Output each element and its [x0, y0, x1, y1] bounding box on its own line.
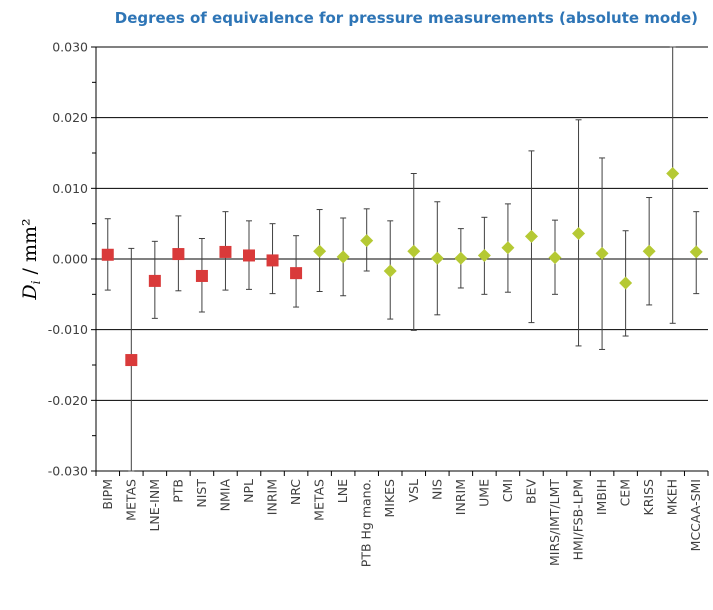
y-axis-label: Di / mm² — [19, 218, 43, 300]
x-tick-label: MCCAA-SMI — [688, 479, 703, 551]
x-tick-label: HMI/FSB-LPM — [571, 479, 586, 560]
data-point-square — [101, 248, 114, 261]
data-point-square — [172, 248, 185, 261]
data-point-diamond — [383, 264, 397, 278]
chart-title: Degrees of equivalence for pressure meas… — [115, 9, 698, 27]
x-tick-label: CMI — [500, 479, 515, 502]
y-tick-label: 0.020 — [52, 110, 88, 125]
data-point-diamond — [595, 246, 609, 260]
x-tick-label: NPL — [241, 479, 256, 503]
x-tick-label: NIS — [429, 479, 444, 500]
data-point-diamond — [572, 227, 586, 241]
y-tick-label: 0.030 — [52, 40, 88, 55]
x-tick-label: NRC — [288, 479, 303, 505]
x-tick-label: IMBIH — [594, 479, 609, 515]
data-point-square — [125, 354, 138, 367]
y-tick-label: -0.020 — [48, 393, 88, 408]
x-tick-label: MIRS/IMT/LMT — [547, 479, 562, 566]
data-point-square — [290, 267, 303, 280]
data-point-diamond — [524, 229, 538, 243]
x-tick-label: LNE — [335, 479, 350, 503]
y-tick-label: -0.030 — [48, 464, 88, 479]
data-point-diamond — [548, 251, 562, 265]
data-point-diamond — [430, 251, 444, 265]
x-tick-label: NMIA — [217, 479, 232, 512]
data-point-square — [266, 254, 279, 267]
data-point-diamond — [619, 276, 633, 290]
data-point-diamond — [501, 241, 515, 255]
data-point-diamond — [689, 245, 703, 259]
x-tick-label: BIPM — [100, 479, 115, 510]
x-tick-label: PTB — [170, 479, 185, 503]
data-point-diamond — [313, 244, 327, 258]
x-tick-label: METAS — [123, 479, 138, 521]
data-point-square — [243, 249, 255, 262]
x-tick-label: LNE-INM — [147, 479, 162, 532]
x-tick-label: BEV — [523, 479, 538, 504]
grid — [96, 46, 708, 472]
x-tick-label: MKEH — [665, 479, 680, 515]
x-tick-label: KRISS — [641, 479, 656, 516]
x-tick-label: INRIM — [265, 479, 280, 515]
data-point-diamond — [336, 250, 350, 264]
data-point-square — [195, 269, 208, 282]
y-tick-label: -0.010 — [48, 322, 88, 337]
data-point-square — [148, 274, 161, 287]
y-tick-label: 0.000 — [52, 252, 88, 267]
x-tick-label: NIST — [194, 479, 209, 508]
x-tick-label: INRIM — [453, 479, 468, 515]
x-tick-label: METAS — [312, 479, 327, 521]
data-points — [101, 166, 703, 367]
y-tick-labels: 0.030 0.020 0.010 0.000 -0.010 -0.020 -0.030 — [48, 40, 88, 479]
data-point-diamond — [642, 244, 656, 258]
data-point-diamond — [360, 234, 374, 248]
data-point-square — [219, 245, 232, 258]
x-tick-label: VSL — [406, 479, 421, 502]
y-tick-label: 0.010 — [52, 181, 88, 196]
axes — [91, 46, 709, 476]
x-tick-label: UME — [476, 479, 491, 507]
x-tick-label: PTB Hg mano. — [359, 479, 374, 567]
x-tick-label: MIKES — [382, 479, 397, 518]
data-point-diamond — [666, 166, 680, 180]
data-point-diamond — [454, 251, 468, 265]
x-tick-labels: BIPM METAS LNE-INM PTB NIST NMIA NPL INRIM NRC ME… — [100, 479, 703, 568]
data-point-diamond — [477, 248, 491, 262]
x-tick-label: CEM — [618, 479, 633, 506]
data-point-diamond — [407, 244, 421, 258]
